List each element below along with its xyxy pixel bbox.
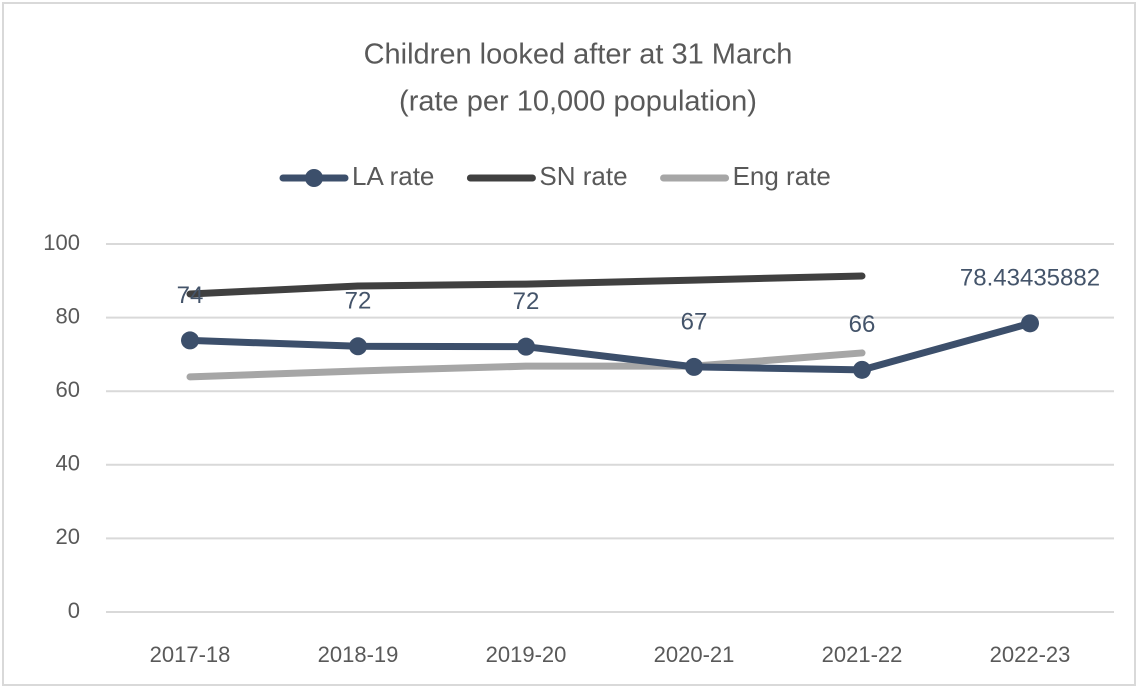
x-tick-label: 2022-23 xyxy=(990,642,1071,667)
legend-label: LA rate xyxy=(352,161,434,191)
x-tick-label: 2018-19 xyxy=(318,642,399,667)
chart-title: Children looked after at 31 March xyxy=(364,39,793,71)
chart-title: (rate per 10,000 population) xyxy=(399,86,757,118)
y-tick-label: 60 xyxy=(56,377,80,402)
y-tick-label: 0 xyxy=(68,598,80,623)
data-point xyxy=(685,357,703,376)
legend-label: Eng rate xyxy=(733,161,831,191)
data-label: 67 xyxy=(681,308,708,335)
legend-marker xyxy=(305,169,323,187)
x-tick-label: 2020-21 xyxy=(654,642,735,667)
legend-label: SN rate xyxy=(539,161,627,191)
data-point xyxy=(517,337,535,356)
data-point xyxy=(349,337,367,356)
data-point xyxy=(1021,314,1039,333)
data-label: 72 xyxy=(345,288,372,315)
y-tick-label: 40 xyxy=(56,451,80,476)
series-line xyxy=(186,319,1034,374)
x-tick-label: 2021-22 xyxy=(822,642,903,667)
data-point xyxy=(853,360,871,379)
y-tick-label: 20 xyxy=(56,524,80,549)
y-tick-label: 100 xyxy=(43,230,80,255)
series-line xyxy=(186,349,866,381)
x-tick-label: 2019-20 xyxy=(486,642,567,667)
x-tick-label: 2017-18 xyxy=(150,642,231,667)
data-label: 66 xyxy=(849,311,876,338)
data-label: 74 xyxy=(177,282,204,309)
data-label: 78.43435882 xyxy=(960,265,1100,292)
y-tick-label: 80 xyxy=(56,303,80,328)
series-line xyxy=(186,272,866,298)
data-point xyxy=(181,331,199,350)
data-label: 72 xyxy=(513,288,540,315)
